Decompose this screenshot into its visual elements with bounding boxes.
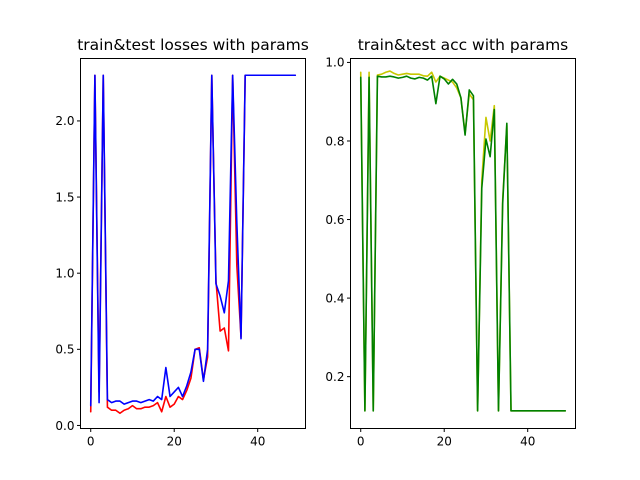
acc-chart-ticks: 0 20 40 0.2 0.4 0.6 0.8 1.0 [325,56,535,449]
losses-series-line-1 [89,74,297,407]
acc-y-tick-label: 0.8 [325,134,344,148]
acc-chart-frame [350,58,576,429]
losses-x-tick-label: 20 [167,435,182,449]
losses-chart-series [89,74,297,415]
losses-x-tick-label: 40 [250,435,265,449]
losses-chart-frame [80,58,306,429]
acc-x-tick-label: 20 [437,435,452,449]
losses-chart-title: train&test losses with params [77,36,309,54]
acc-x-tick-label: 40 [520,435,535,449]
losses-y-tick-label: 0.0 [55,419,74,433]
losses-y-tick-label: 1.5 [55,190,74,204]
losses-chart-ticks: 0 20 40 0.0 0.5 1.0 1.5 2.0 [55,114,265,448]
losses-y-tick-label: 1.0 [55,266,74,280]
acc-chart-title: train&test acc with params [358,36,569,54]
losses-y-tick-label: 0.5 [55,343,74,357]
acc-series-line-1 [359,75,567,412]
acc-y-tick-label: 1.0 [325,56,344,70]
losses-y-tick-label: 2.0 [55,114,74,128]
acc-y-tick-label: 0.4 [325,291,344,305]
losses-x-tick-label: 0 [87,435,95,449]
acc-x-tick-label: 0 [357,435,365,449]
acc-y-tick-label: 0.6 [325,213,344,227]
acc-chart-series [359,70,567,412]
acc-chart: train&test acc with params 0 20 40 0.2 0.4 0.… [325,36,576,449]
acc-y-tick-label: 0.2 [325,370,344,384]
losses-chart: train&test losses with params 0 20 40 0.0 0.… [55,36,308,449]
